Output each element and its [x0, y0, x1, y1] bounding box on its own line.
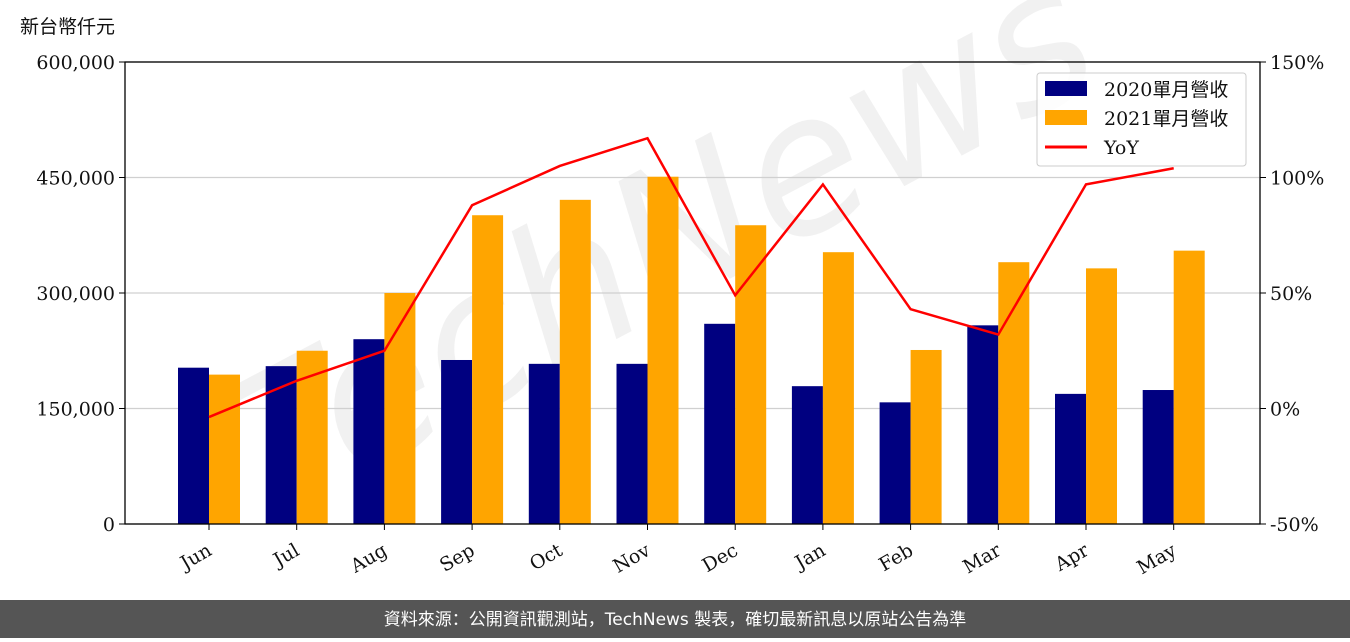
x-tick-label: Mar — [959, 539, 1005, 578]
legend-label: YoY — [1103, 137, 1139, 159]
bar — [735, 225, 767, 525]
y-tick-label: 450,000 — [36, 168, 115, 190]
y2-tick-label: 0% — [1270, 399, 1300, 421]
bar — [647, 176, 679, 525]
legend-swatch — [1045, 81, 1087, 96]
y-tick-label: 300,000 — [36, 283, 115, 305]
legend: 2020單月營收 2021單月營收 YoY — [1036, 72, 1247, 167]
y-tick-label: 0 — [103, 514, 115, 536]
y2-tick-label: -50% — [1270, 514, 1319, 536]
y2-tick-label: 50% — [1270, 283, 1312, 305]
bar — [822, 252, 854, 524]
footer-band — [0, 600, 1350, 638]
y2-tick-label: 100% — [1270, 168, 1324, 190]
x-tick-label: Jan — [790, 539, 830, 575]
x-tick-label: Feb — [875, 539, 917, 576]
bar — [472, 215, 504, 525]
x-tick-label: Dec — [699, 539, 742, 577]
x-tick-label: Aug — [346, 539, 391, 578]
x-tick-label: Nov — [609, 539, 654, 578]
bar — [384, 293, 416, 524]
bar — [704, 323, 736, 524]
bar — [528, 363, 560, 524]
legend-swatch — [1045, 110, 1087, 125]
bar — [791, 386, 823, 524]
bar — [1055, 393, 1086, 524]
y2-tick-label: 150% — [1270, 52, 1324, 74]
x-tick-label: Apr — [1050, 539, 1093, 576]
bar — [178, 367, 209, 524]
bar — [998, 262, 1030, 524]
source-note: 資料來源：公開資訊觀測站，TechNews 製表，確切最新訊息以原站公告為準 — [384, 610, 966, 630]
legend-label: 2020單月營收 — [1104, 79, 1228, 101]
bar — [1173, 250, 1205, 524]
unit-label: 新台幣仟元 — [20, 16, 115, 38]
legend-label: 2021單月營收 — [1104, 108, 1228, 130]
bar — [616, 363, 648, 524]
plot-frame — [124, 61, 1261, 525]
x-tick-label: Jun — [175, 539, 216, 575]
y-tick-label: 600,000 — [36, 52, 115, 74]
bar — [265, 366, 297, 524]
bar — [910, 349, 942, 524]
bar — [209, 374, 240, 524]
x-tick-label: May — [1133, 539, 1180, 579]
bar — [1142, 390, 1174, 524]
yoy-line — [208, 136, 1174, 419]
bar — [353, 339, 385, 524]
bar — [1086, 268, 1117, 524]
bar — [879, 402, 911, 524]
y-tick-label: 150,000 — [36, 399, 115, 421]
bar — [441, 359, 473, 524]
bar — [967, 325, 999, 524]
x-tick-label: Oct — [526, 539, 567, 575]
legend-box — [1036, 72, 1247, 167]
x-tick-label: Sep — [436, 539, 479, 576]
bar — [559, 199, 591, 524]
